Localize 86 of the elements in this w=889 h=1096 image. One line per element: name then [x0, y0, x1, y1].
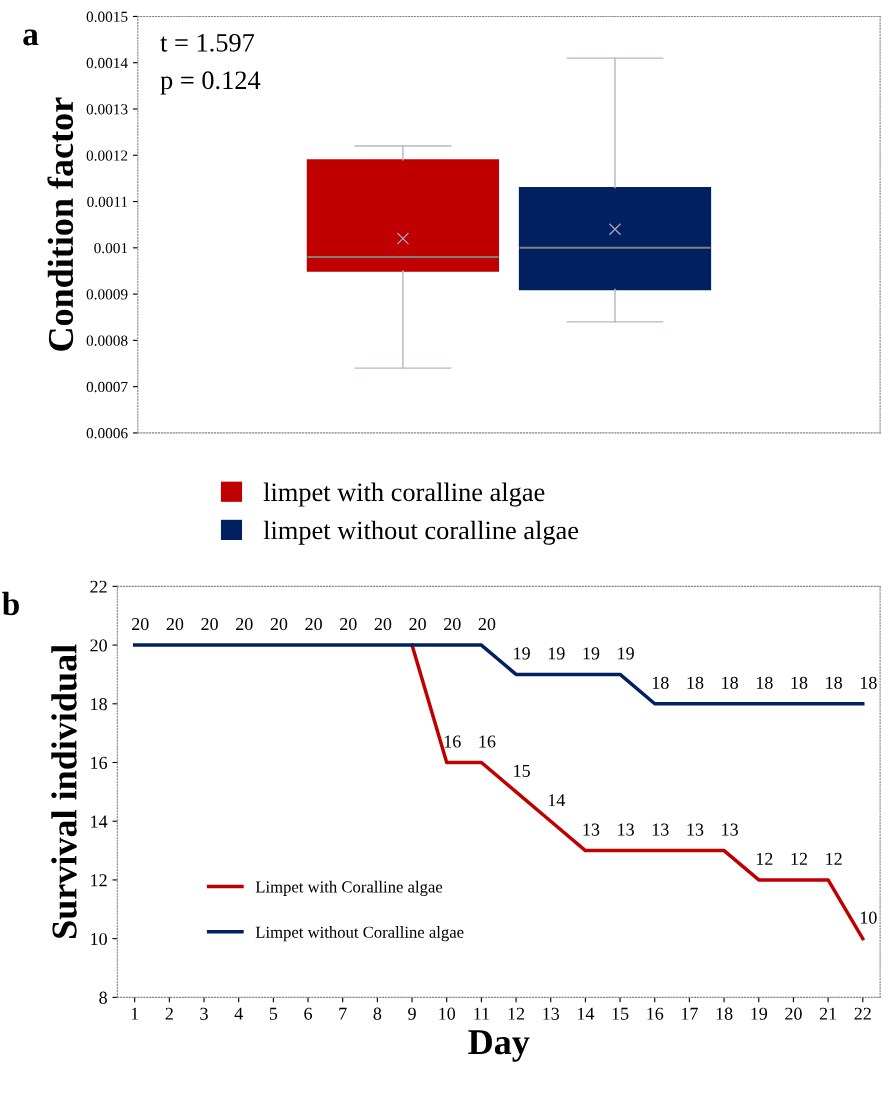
data-label: 20: [340, 617, 357, 631]
x-tick-label: 7: [339, 1007, 347, 1020]
x-tick-label: 21: [819, 1007, 837, 1020]
chart-title: a: [23, 29, 39, 46]
legend-label: Limpet with Coralline algae: [255, 880, 443, 896]
x-tick-label: 4: [234, 1007, 243, 1020]
data-label: 12: [791, 852, 808, 865]
x-tick-label: 19: [751, 1007, 768, 1020]
y-tick-label: 20: [90, 639, 107, 652]
x-tick-label: 5: [269, 1007, 278, 1020]
y-tick-label: 18: [91, 698, 107, 711]
y-tick-label: 22: [90, 580, 107, 593]
data-label: 19: [514, 647, 530, 660]
x-tick-label: 20: [785, 1007, 802, 1020]
data-label: 20: [270, 617, 288, 631]
y-tick-label: 0.0012: [86, 150, 128, 161]
data-label: 20: [132, 617, 149, 631]
data-label: 15: [514, 764, 530, 777]
data-label: 18: [791, 676, 808, 689]
data-label: 20: [444, 617, 461, 631]
data-label: 13: [652, 823, 669, 836]
data-label: 12: [756, 852, 773, 865]
y-tick-label: 0.0015: [86, 11, 128, 22]
x-tick-label: 10: [439, 1007, 456, 1020]
y-tick-label: 12: [91, 874, 107, 887]
y-tick-label: 0.0009: [86, 289, 128, 300]
y-tick-label: 8: [99, 991, 107, 1004]
y-axis-title: Survival individual: [51, 644, 77, 938]
legend-label: limpet without coralline algae: [263, 520, 579, 545]
data-label: 13: [722, 823, 738, 836]
x-tick-label: 17: [681, 1007, 698, 1020]
y-tick-label: 14: [91, 815, 108, 828]
legend-label: limpet with coralline algae: [263, 482, 545, 507]
x-tick-label: 3: [200, 1007, 208, 1020]
data-label: 19: [618, 647, 634, 660]
x-tick-label: 9: [408, 1007, 416, 1020]
data-label: 18: [860, 676, 877, 689]
data-label: 20: [409, 617, 426, 631]
y-tick-label: 0.0014: [86, 57, 128, 69]
x-tick-label: 14: [577, 1007, 595, 1020]
chart-title: b: [2, 591, 19, 616]
x-tick-label: 18: [716, 1007, 733, 1020]
annotation: t = 1.597: [160, 33, 255, 52]
y-tick-label: 0.0013: [86, 104, 128, 115]
x-tick-label: 12: [508, 1007, 525, 1020]
y-axis-title: Condition factor: [47, 97, 74, 351]
data-label: 18: [687, 676, 704, 689]
y-tick-label: 0.0007: [86, 381, 128, 393]
data-label: 20: [236, 617, 253, 631]
legend-label: Limpet without Coralline algae: [255, 926, 464, 942]
data-label: 16: [444, 735, 461, 748]
y-tick-label: 0.0011: [87, 196, 128, 208]
data-label: 18: [826, 676, 842, 689]
data-label: 20: [374, 617, 392, 631]
annotation: p = 0.124: [160, 71, 261, 95]
data-label: 13: [618, 823, 634, 836]
x-tick-label: 8: [373, 1007, 382, 1020]
data-label: 16: [479, 735, 496, 748]
x-tick-label: 22: [854, 1007, 871, 1020]
x-tick-label: 1: [131, 1007, 139, 1020]
x-tick-label: 6: [304, 1007, 313, 1020]
y-tick-label: 16: [91, 756, 108, 769]
x-tick-label: 13: [543, 1007, 560, 1020]
x-tick-label: 15: [612, 1007, 629, 1020]
data-label: 20: [305, 617, 322, 631]
x-tick-label: 16: [647, 1007, 664, 1020]
data-label: 20: [166, 617, 184, 631]
data-label: 18: [722, 676, 738, 689]
data-label: 14: [548, 794, 566, 807]
data-label: 10: [860, 911, 877, 924]
y-tick-label: 10: [91, 932, 107, 946]
x-tick-label: 11: [474, 1007, 489, 1020]
data-label: 18: [652, 676, 669, 689]
data-label: 20: [478, 617, 496, 631]
data-label: 12: [826, 852, 842, 865]
y-tick-label: 0.001: [94, 242, 128, 254]
x-axis-title: Day: [468, 1030, 530, 1062]
x-tick-label: 2: [165, 1007, 173, 1020]
data-label: 18: [756, 676, 773, 689]
y-tick-label: 0.0008: [86, 335, 128, 346]
data-label: 19: [548, 647, 565, 660]
data-label: 20: [201, 617, 218, 631]
y-tick-label: 0.0006: [86, 428, 128, 439]
data-label: 13: [583, 823, 600, 836]
data-label: 19: [583, 647, 600, 660]
data-label: 13: [687, 823, 704, 836]
